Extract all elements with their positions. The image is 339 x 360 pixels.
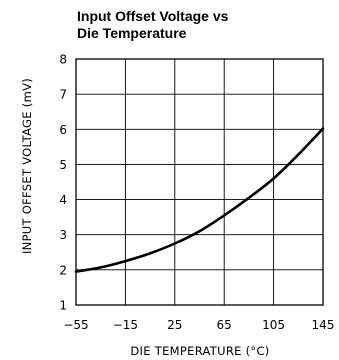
x-tick-label: −15 — [113, 318, 138, 332]
x-tick-labels: −55 −15 25 65 105 145 — [63, 318, 334, 332]
x-tick-label: −55 — [63, 318, 88, 332]
x-tick-label: 105 — [262, 318, 285, 332]
y-axis-label: INPUT OFFSET VOLTAGE (mV) — [20, 78, 34, 254]
chart-title-line-2: Die Temperature — [77, 25, 187, 41]
y-tick-label: 1 — [59, 299, 67, 313]
grid-lines — [76, 59, 323, 305]
plot-frame — [75, 58, 324, 306]
y-tick-label: 8 — [59, 53, 67, 67]
chart-title-line-1: Input Offset Voltage vs — [77, 8, 229, 24]
y-tick-label: 6 — [59, 123, 67, 137]
y-tick-label: 5 — [59, 158, 67, 172]
y-tick-label: 7 — [59, 88, 67, 102]
y-tick-labels: 1 2 3 4 5 6 7 8 — [59, 53, 67, 313]
plot-area — [74, 58, 325, 306]
x-axis-label: DIE TEMPERATURE (°C) — [130, 344, 269, 358]
y-tick-label: 4 — [59, 193, 67, 207]
x-tick-label: 145 — [312, 318, 335, 332]
y-tick-label: 2 — [59, 263, 67, 277]
x-tick-label: 25 — [167, 318, 182, 332]
y-tick-label: 3 — [59, 228, 67, 242]
x-tick-label: 65 — [217, 318, 232, 332]
series-line — [74, 127, 325, 273]
